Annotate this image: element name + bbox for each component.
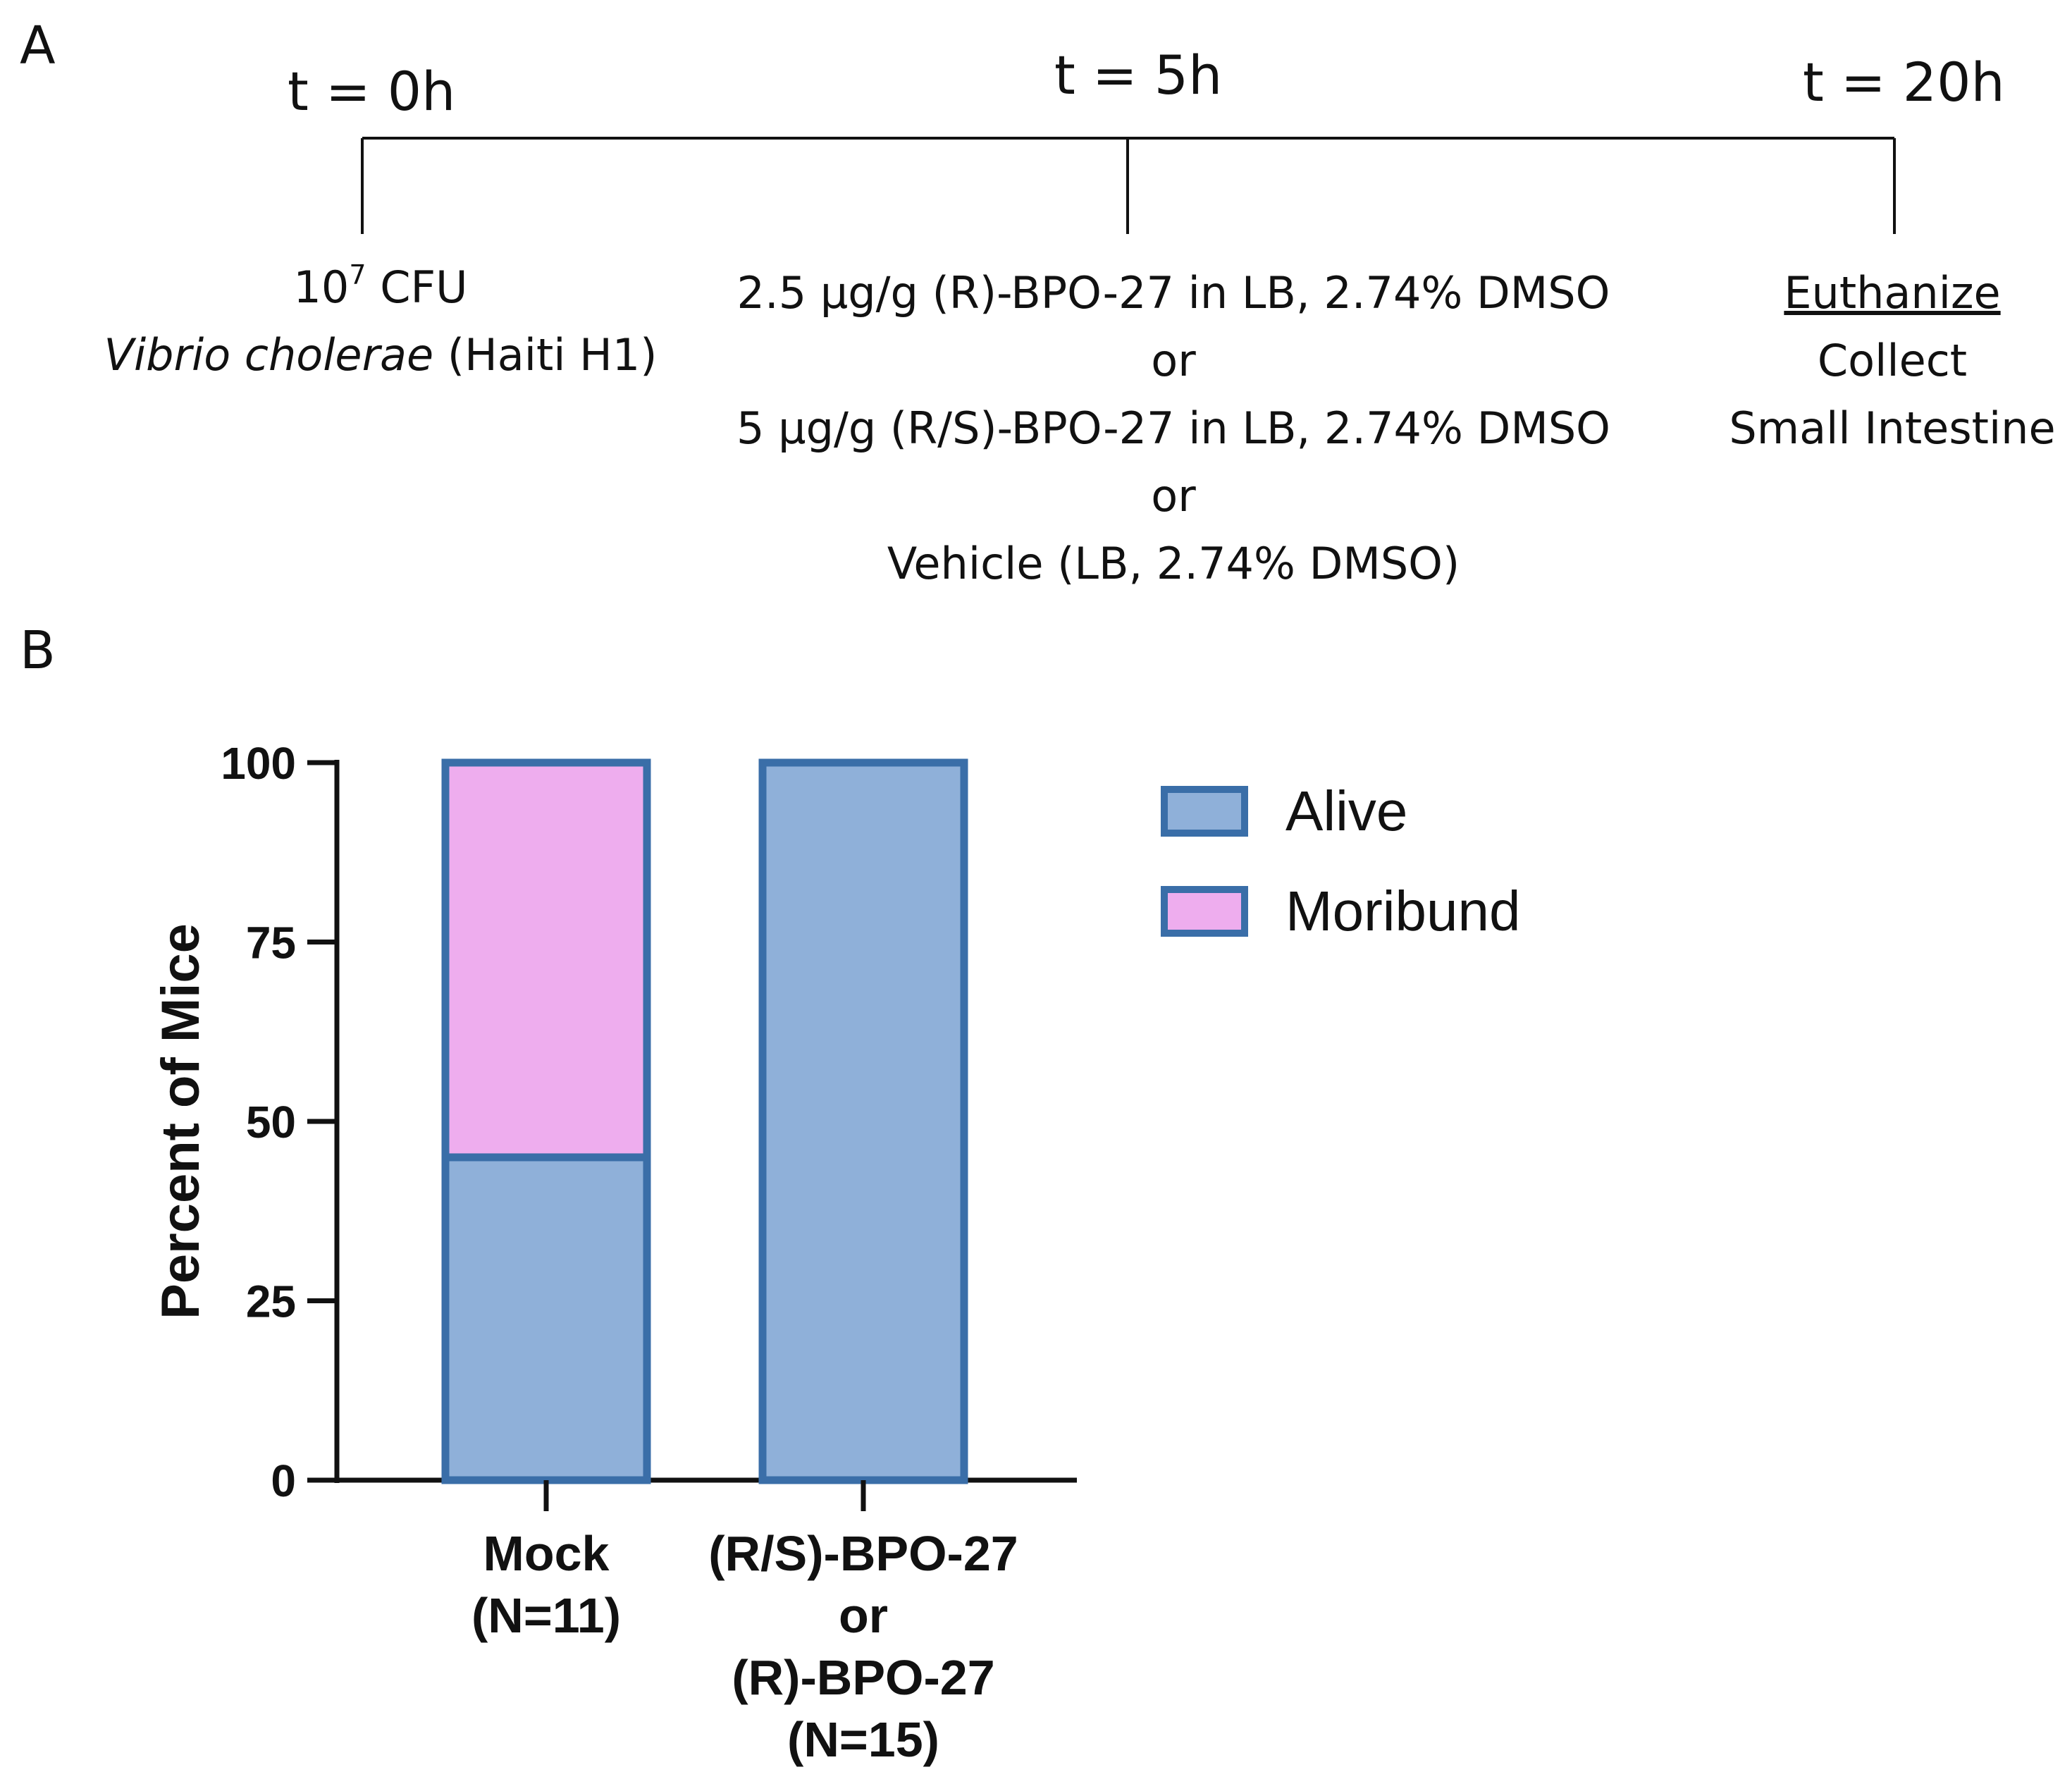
y-tick-label: 0 [271,1455,296,1506]
y-tick-label: 100 [221,738,296,789]
timepoint-20h: t = 20h [1803,51,2005,113]
treatment-option-vehicle: Vehicle (LB, 2.74% DMSO) [887,538,1460,589]
endpoint-euthanize: Euthanize [1784,267,2001,319]
y-axis-label: Percent of Mice [151,923,211,1319]
panel-b-label: B [20,620,56,681]
treatment-option-rs: 5 µg/g (R/S)-BPO-27 in LB, 2.74% DMSO [736,402,1610,454]
step-treatment: 2.5 µg/g (R)-BPO-27 in LB, 2.74% DMSO or… [680,259,1667,598]
legend-label-moribund: Moribund [1285,880,1521,942]
x-category-label: (N=15) [787,1712,939,1767]
legend-swatch-moribund [1161,886,1248,937]
timepoint-0h: t = 0h [288,60,456,123]
treatment-option-r: 2.5 µg/g (R)-BPO-27 in LB, 2.74% DMSO [736,267,1610,319]
step-infection-dose: 107 CFU [293,259,468,313]
legend-label-alive: Alive [1285,780,1407,842]
y-tick-label: 50 [246,1097,296,1147]
treatment-or-2: or [1151,470,1196,522]
x-category-label: (R)-BPO-27 [732,1650,994,1705]
x-category-label: Mock [483,1526,610,1581]
y-tick-label: 75 [246,918,296,968]
bar-alive-1 [758,758,968,1484]
endpoint-tissue: Small Intestine [1729,402,2056,454]
step-endpoint: Euthanize Collect Small Intestine [1691,259,2072,462]
step-infection: 107 CFU Vibrio cholerae (Haiti H1) [49,254,712,389]
y-tick-label: 25 [246,1276,296,1327]
treatment-or-1: or [1151,335,1196,386]
bar-moribund-0 [441,758,651,1162]
legend-swatch-alive [1161,786,1248,837]
x-category-label: (N=11) [471,1588,621,1643]
timepoint-5h: t = 5h [1054,44,1223,106]
timeline [361,137,1896,234]
step-infection-strain: Vibrio cholerae (Haiti H1) [104,329,658,381]
x-category-label: (R/S)-BPO-27 [708,1526,1018,1581]
x-category-label: or [839,1588,888,1643]
bar-alive-0 [441,1153,651,1484]
panel-a-label: A [20,16,56,76]
endpoint-collect: Collect [1817,335,1968,386]
